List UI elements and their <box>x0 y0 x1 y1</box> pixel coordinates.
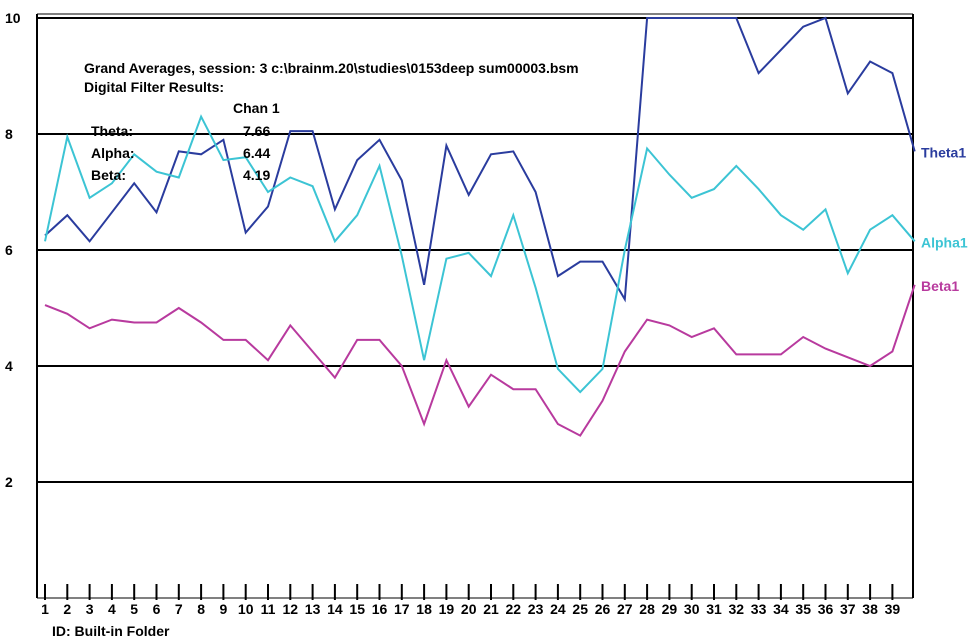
x-tick-label-9: 9 <box>220 601 228 617</box>
annotation-line1: Grand Averages, session: 3 c:\brainm.20\… <box>84 60 579 76</box>
x-tick-label-23: 23 <box>528 601 544 617</box>
x-tick-label-33: 33 <box>751 601 767 617</box>
annotation-beta-value: 4.19 <box>243 167 270 183</box>
x-tick-label-37: 37 <box>840 601 856 617</box>
x-tick-label-24: 24 <box>550 601 566 617</box>
annotation-alpha-label: Alpha: <box>91 145 135 161</box>
legend-label-alpha1: Alpha1 <box>921 234 968 250</box>
footer-id: ID: Built-in Folder <box>52 623 170 639</box>
y-tick-labels: 2 4 6 8 10 <box>5 10 21 490</box>
series-line-alpha1 <box>44 114 916 394</box>
x-tick-label-26: 26 <box>595 601 611 617</box>
series-line-beta1 <box>44 284 916 437</box>
x-tick-label-30: 30 <box>684 601 700 617</box>
x-tick-label-22: 22 <box>506 601 522 617</box>
axes <box>36 13 914 599</box>
y-tick-label-2: 2 <box>5 474 13 490</box>
x-tick-label-19: 19 <box>439 601 455 617</box>
x-tick-label-35: 35 <box>795 601 811 617</box>
x-tick-label-38: 38 <box>862 601 878 617</box>
x-tick-label-7: 7 <box>175 601 183 617</box>
legend: Theta1 Alpha1 Beta1 <box>921 144 968 293</box>
x-tick-label-2: 2 <box>63 601 71 617</box>
y-tick-label-10: 10 <box>5 10 21 26</box>
x-tick-label-32: 32 <box>729 601 745 617</box>
x-tick-label-17: 17 <box>394 601 410 617</box>
x-tick-label-25: 25 <box>572 601 588 617</box>
x-tick-label-34: 34 <box>773 601 789 617</box>
y-tick-label-6: 6 <box>5 242 13 258</box>
x-tick-label-10: 10 <box>238 601 254 617</box>
x-tick-label-16: 16 <box>372 601 388 617</box>
x-tick-label-28: 28 <box>639 601 655 617</box>
x-tick-label-5: 5 <box>130 601 138 617</box>
annotation-column-header: Chan 1 <box>233 100 280 116</box>
x-tick-label-11: 11 <box>261 601 276 617</box>
filter-results-annotation: Grand Averages, session: 3 c:\brainm.20\… <box>84 60 579 183</box>
grid-lines <box>37 17 913 483</box>
x-tick-labels: 1 2 3 4 5 6 7 8 9 10 11 12 13 14 15 16 17 18 19 20 21 22 23 24 2… <box>41 584 900 617</box>
series-line-theta1 <box>44 16 916 303</box>
y-tick-label-8: 8 <box>5 126 13 142</box>
x-tick-label-12: 12 <box>283 601 299 617</box>
x-tick-label-14: 14 <box>327 601 343 617</box>
x-tick-label-8: 8 <box>197 601 205 617</box>
x-tick-label-39: 39 <box>885 601 901 617</box>
x-tick-label-4: 4 <box>108 601 116 617</box>
x-tick-label-31: 31 <box>706 601 722 617</box>
x-tick-label-36: 36 <box>818 601 834 617</box>
annotation-theta-label: Theta: <box>91 123 133 139</box>
y-tick-label-4: 4 <box>5 358 13 374</box>
x-tick-label-6: 6 <box>153 601 161 617</box>
x-tick-label-27: 27 <box>617 601 633 617</box>
legend-label-theta1: Theta1 <box>921 144 966 160</box>
annotation-alpha-value: 6.44 <box>243 145 270 161</box>
x-tick-label-29: 29 <box>662 601 678 617</box>
x-tick-label-3: 3 <box>86 601 94 617</box>
x-tick-label-20: 20 <box>461 601 477 617</box>
x-tick-label-1: 1 <box>41 601 49 617</box>
x-tick-label-18: 18 <box>416 601 432 617</box>
x-tick-label-13: 13 <box>305 601 321 617</box>
annotation-beta-label: Beta: <box>91 167 126 183</box>
legend-label-beta1: Beta1 <box>921 278 959 294</box>
series-lines <box>44 16 916 437</box>
x-tick-label-21: 21 <box>483 601 499 617</box>
x-tick-label-15: 15 <box>349 601 365 617</box>
annotation-line2: Digital Filter Results: <box>84 79 224 95</box>
annotation-theta-value: 7.66 <box>243 123 270 139</box>
